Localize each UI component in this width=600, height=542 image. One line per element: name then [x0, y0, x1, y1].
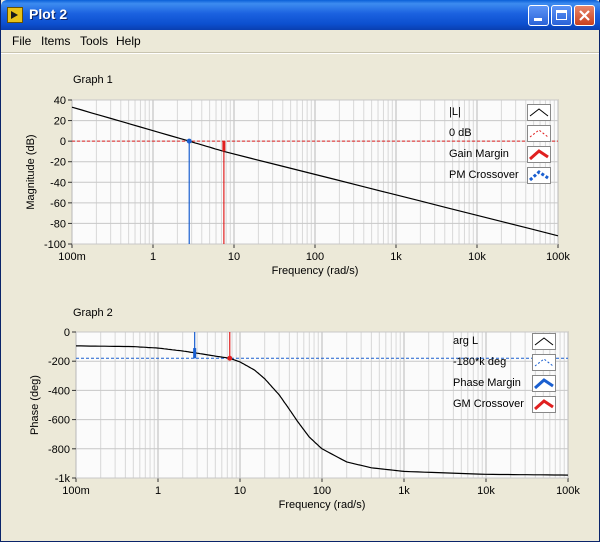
y-tick-label: -40 [50, 177, 66, 189]
legend-item-0db: 0 dB [449, 127, 472, 139]
y-tick-label: 20 [54, 116, 66, 128]
window-title: Plot 2 [29, 6, 68, 22]
legend-swatch-arg-l[interactable] [532, 333, 556, 350]
menu-file[interactable]: File [12, 34, 32, 48]
legend-swatch-180k-deg[interactable] [532, 354, 556, 371]
x-tick-label: 10k [477, 485, 495, 497]
y-tick-label: -1k [55, 473, 71, 485]
x-tick-label: 1k [398, 485, 410, 497]
menu-items[interactable]: Items [41, 34, 71, 48]
close-button[interactable] [574, 5, 595, 26]
labview-app-icon [7, 7, 23, 23]
y-axis-label: Magnitude (dB) [25, 134, 37, 209]
graph1-chart: 100m 1 10 100 1k 10k 100k 40 20 0 -20 -40 -60 -80 -100… [25, 95, 570, 277]
x-axis-label: Frequency (rad/s) [279, 499, 366, 511]
gain-margin-bar [222, 141, 226, 152]
y-tick-label: -800 [48, 444, 70, 456]
menu-bar: File Items Tools Help [1, 30, 600, 52]
menu-separator [1, 52, 599, 54]
y-tick-label: 40 [54, 95, 66, 107]
y-tick-label: -100 [44, 239, 66, 251]
main-curve [71, 106, 559, 237]
graph2-chart: 100m 1 10 100 1k 10k 100k 0 -200 -400 -600 -800 -1k F… [29, 327, 580, 511]
x-tick-label: 10 [234, 485, 246, 497]
legend-swatch-0db[interactable] [527, 125, 551, 142]
phase-margin-bar [193, 348, 197, 359]
main-curve [76, 345, 569, 476]
x-tick-label: 10k [468, 251, 486, 263]
legend-item-180k-deg: -180*k deg [453, 356, 507, 368]
x-tick-label: 100m [62, 485, 90, 497]
y-tick-label: -600 [48, 415, 70, 427]
x-tick-label: 100 [313, 485, 331, 497]
x-tick-label: 100k [556, 485, 580, 497]
x-tick-label: 100m [58, 251, 86, 263]
y-tick-label: 0 [64, 327, 70, 339]
legend-item-arg-l: arg L [453, 335, 479, 347]
y-tick-label: -80 [50, 218, 66, 230]
graph1-label: Graph 1 [73, 74, 113, 86]
x-tick-label: 1k [390, 251, 402, 263]
legend-item-magnitude: |L| [449, 106, 461, 118]
legend-item-pm-crossover: PM Crossover [449, 169, 519, 181]
legend-swatch-pm-crossover[interactable] [527, 167, 551, 184]
legend-item-phase-margin: Phase Margin [453, 377, 521, 389]
pm-crossover-point [186, 138, 192, 144]
maximize-icon [556, 10, 567, 20]
title-bar[interactable]: Plot 2 [1, 0, 600, 30]
minimize-icon [534, 18, 542, 21]
y-tick-label: 0 [60, 136, 66, 148]
legend-item-gain-margin: Gain Margin [449, 148, 509, 160]
legend-swatch-magnitude[interactable] [527, 104, 551, 121]
y-tick-label: -200 [48, 356, 70, 368]
y-axis-label: Phase (deg) [29, 375, 41, 435]
x-axis-label: Frequency (rad/s) [272, 265, 359, 277]
gm-crossover-point [227, 355, 233, 361]
x-tick-label: 1 [150, 251, 156, 263]
menu-tools[interactable]: Tools [80, 34, 109, 48]
legend-swatch-phase-margin[interactable] [532, 375, 556, 392]
y-tick-label: -20 [50, 157, 66, 169]
legend-item-gm-crossover: GM Crossover [453, 398, 524, 410]
graph2-label: Graph 2 [73, 307, 113, 319]
x-tick-label: 10 [228, 251, 240, 263]
maximize-button[interactable] [551, 5, 572, 26]
x-tick-label: 1 [155, 485, 161, 497]
y-tick-label: -400 [48, 385, 70, 397]
close-icon [579, 10, 590, 21]
menu-help[interactable]: Help [116, 34, 141, 48]
legend-swatch-gain-margin[interactable] [527, 146, 551, 163]
x-tick-label: 100k [546, 251, 570, 263]
y-tick-label: -60 [50, 198, 66, 210]
x-tick-label: 100 [306, 251, 324, 263]
legend-swatch-gm-crossover[interactable] [532, 396, 556, 413]
minimize-button[interactable] [528, 5, 549, 26]
